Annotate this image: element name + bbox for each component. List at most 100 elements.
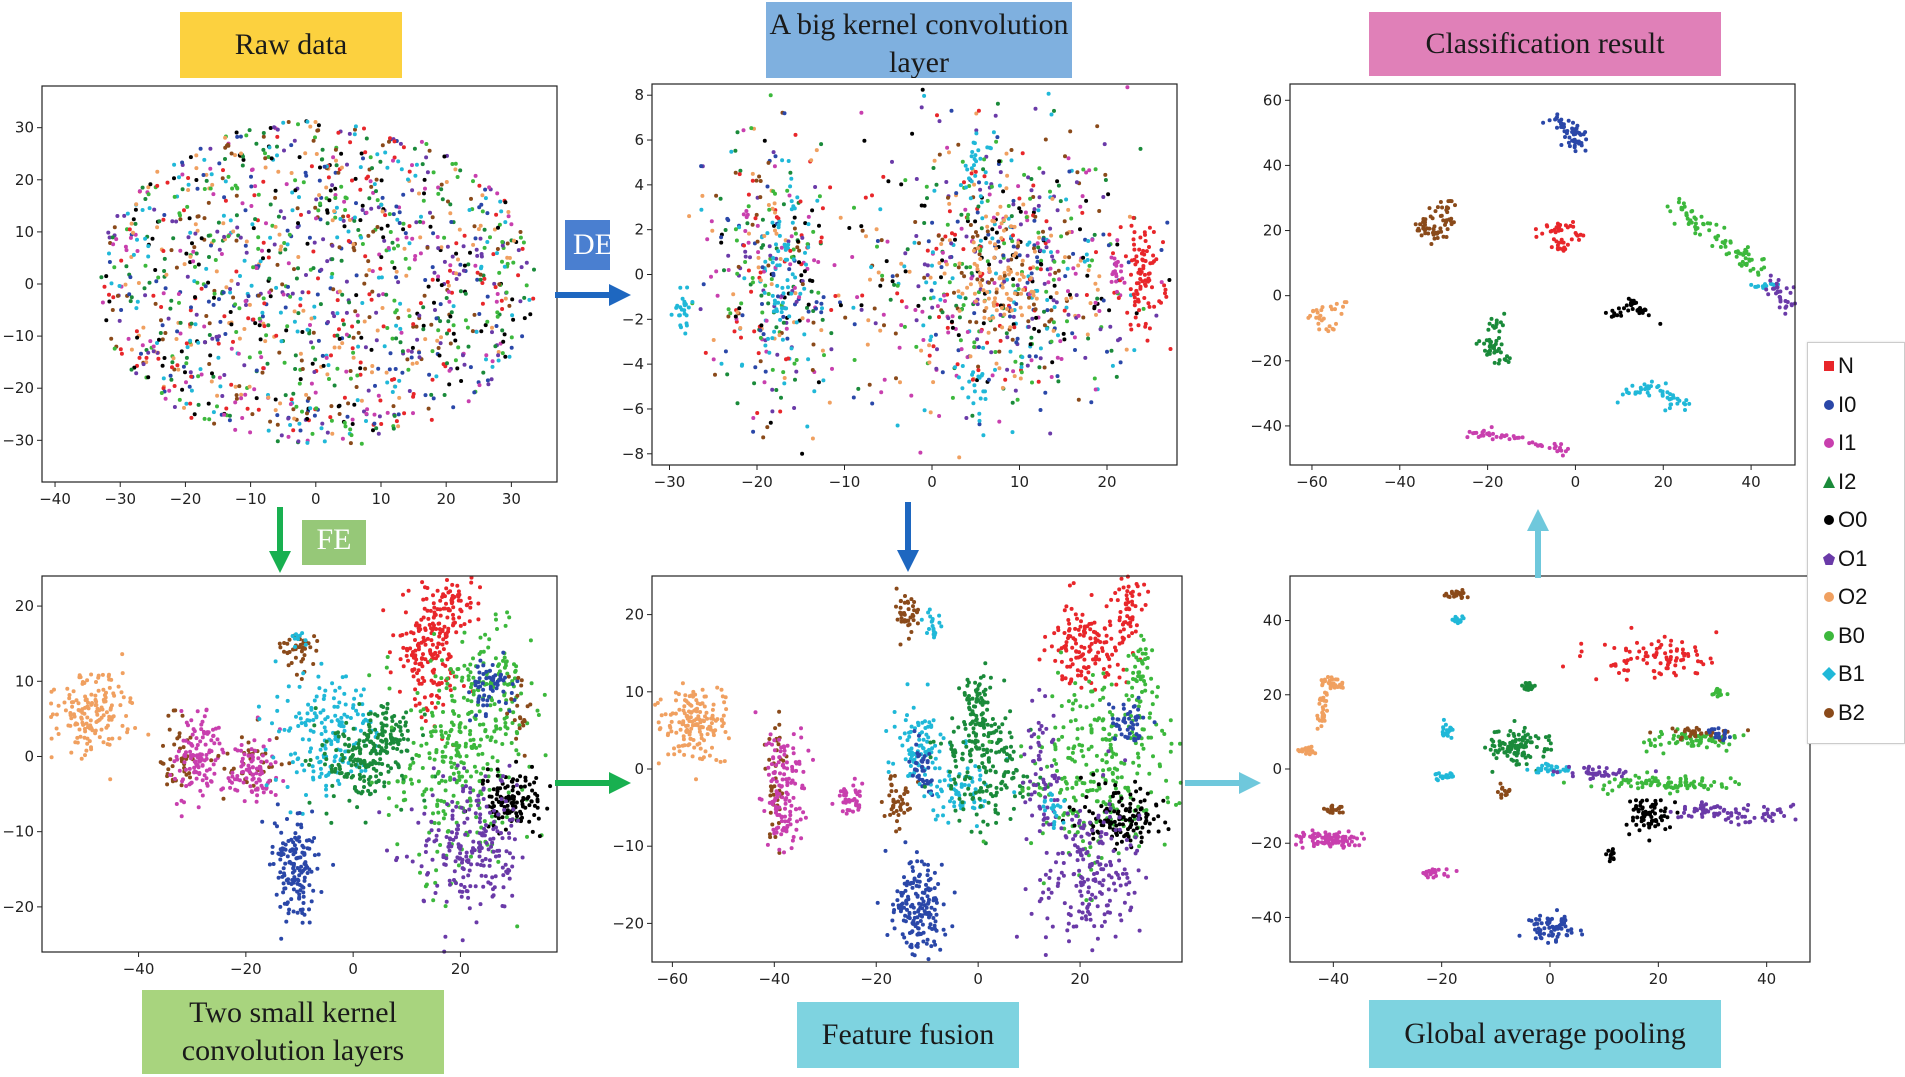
raw-point xyxy=(261,134,266,139)
small_kernel-point xyxy=(286,684,291,689)
raw-point xyxy=(151,293,156,298)
small_kernel-point xyxy=(324,774,329,778)
small_kernel-point xyxy=(483,729,488,734)
raw-point xyxy=(387,212,392,217)
big_kernel-point xyxy=(1026,324,1031,329)
raw-point xyxy=(362,126,366,131)
raw-point xyxy=(380,306,385,310)
raw-point xyxy=(196,340,201,345)
raw-point xyxy=(137,189,142,194)
big_kernel-point xyxy=(944,180,949,184)
raw-point xyxy=(254,396,259,401)
raw-point xyxy=(206,200,211,205)
raw-point xyxy=(213,258,218,262)
small_kernel-point xyxy=(431,615,436,620)
big_kernel-point xyxy=(760,310,765,315)
small_kernel-point xyxy=(413,703,418,708)
big_kernel-point xyxy=(827,400,832,405)
raw-point xyxy=(260,370,265,375)
small_kernel-point xyxy=(431,898,436,903)
small_kernel-point xyxy=(200,793,205,798)
small_kernel-point xyxy=(385,701,390,706)
small_kernel-point xyxy=(323,688,328,693)
raw-point xyxy=(99,275,104,280)
small_kernel-point xyxy=(311,662,316,666)
raw-point xyxy=(445,280,450,284)
big_kernel-point xyxy=(786,239,791,244)
raw-point xyxy=(324,185,329,190)
big_kernel-point xyxy=(781,291,786,296)
big_kernel-point xyxy=(918,450,923,455)
raw-point xyxy=(107,251,111,256)
big_kernel-point xyxy=(796,239,801,244)
small_kernel-point xyxy=(118,703,123,708)
raw-point xyxy=(422,191,426,196)
small_kernel-point xyxy=(338,767,342,772)
big_kernel-point xyxy=(1137,247,1142,252)
small_kernel-point xyxy=(387,796,391,801)
big_kernel-point xyxy=(931,380,936,385)
small_kernel-point xyxy=(285,650,290,655)
raw-point xyxy=(405,357,410,362)
small_kernel-point xyxy=(317,775,322,779)
small_kernel-point xyxy=(445,676,450,681)
small_kernel-point xyxy=(199,722,204,727)
raw-point xyxy=(135,299,140,304)
big_kernel-point xyxy=(1030,316,1035,321)
big_kernel-point xyxy=(761,435,766,440)
small_kernel-point xyxy=(456,589,461,594)
big_kernel-point xyxy=(1010,430,1015,435)
big_kernel-point xyxy=(1078,204,1083,209)
raw-point xyxy=(240,201,245,206)
small_kernel-point xyxy=(315,639,320,643)
raw-point xyxy=(434,316,439,321)
big_kernel-point xyxy=(1050,196,1055,201)
small_kernel-point xyxy=(456,863,461,868)
classification-point xyxy=(1500,323,1505,328)
classification-point xyxy=(1339,311,1344,316)
raw-point xyxy=(157,337,161,342)
raw-point xyxy=(467,208,472,212)
classification-point xyxy=(1492,360,1497,365)
raw-point xyxy=(221,213,226,218)
small_kernel-point xyxy=(297,882,302,887)
small_kernel-point xyxy=(438,598,443,603)
small_kernel-point xyxy=(444,640,449,645)
small_kernel-point xyxy=(281,881,286,886)
small_kernel-point xyxy=(384,710,389,715)
raw-point xyxy=(217,334,221,339)
small_kernel-point xyxy=(168,773,173,777)
raw-point xyxy=(423,393,428,398)
small_kernel-point xyxy=(413,638,417,642)
small_kernel-point xyxy=(435,588,440,593)
big_kernel-point xyxy=(1129,327,1134,332)
classification-point xyxy=(1665,390,1670,395)
raw-point xyxy=(370,364,375,368)
big_kernel-point xyxy=(683,302,688,307)
big_kernel-point xyxy=(1048,431,1053,436)
big_kernel-point xyxy=(965,285,970,290)
raw-point xyxy=(466,399,471,404)
big_kernel-point xyxy=(811,229,816,234)
big_kernel-point xyxy=(1017,277,1022,282)
small_kernel-point xyxy=(456,770,461,775)
big_kernel-point xyxy=(982,157,987,162)
raw-point xyxy=(458,289,463,294)
raw-point xyxy=(396,412,401,417)
big_kernel-point xyxy=(945,325,950,330)
raw-point xyxy=(332,314,337,319)
classification-point xyxy=(1492,325,1497,330)
raw-point xyxy=(528,312,533,317)
big_kernel-point xyxy=(859,303,864,308)
big_kernel-point xyxy=(1089,400,1094,405)
big_kernel-point xyxy=(798,291,803,296)
big_kernel-point xyxy=(983,236,988,241)
big_kernel-point xyxy=(963,207,968,212)
big_kernel-point xyxy=(950,314,955,319)
small_kernel-point xyxy=(407,766,412,771)
raw-point xyxy=(298,428,303,433)
raw-point xyxy=(131,230,135,235)
big_kernel-point xyxy=(972,345,977,349)
big_kernel-point xyxy=(1115,259,1120,264)
raw-point xyxy=(366,388,371,393)
